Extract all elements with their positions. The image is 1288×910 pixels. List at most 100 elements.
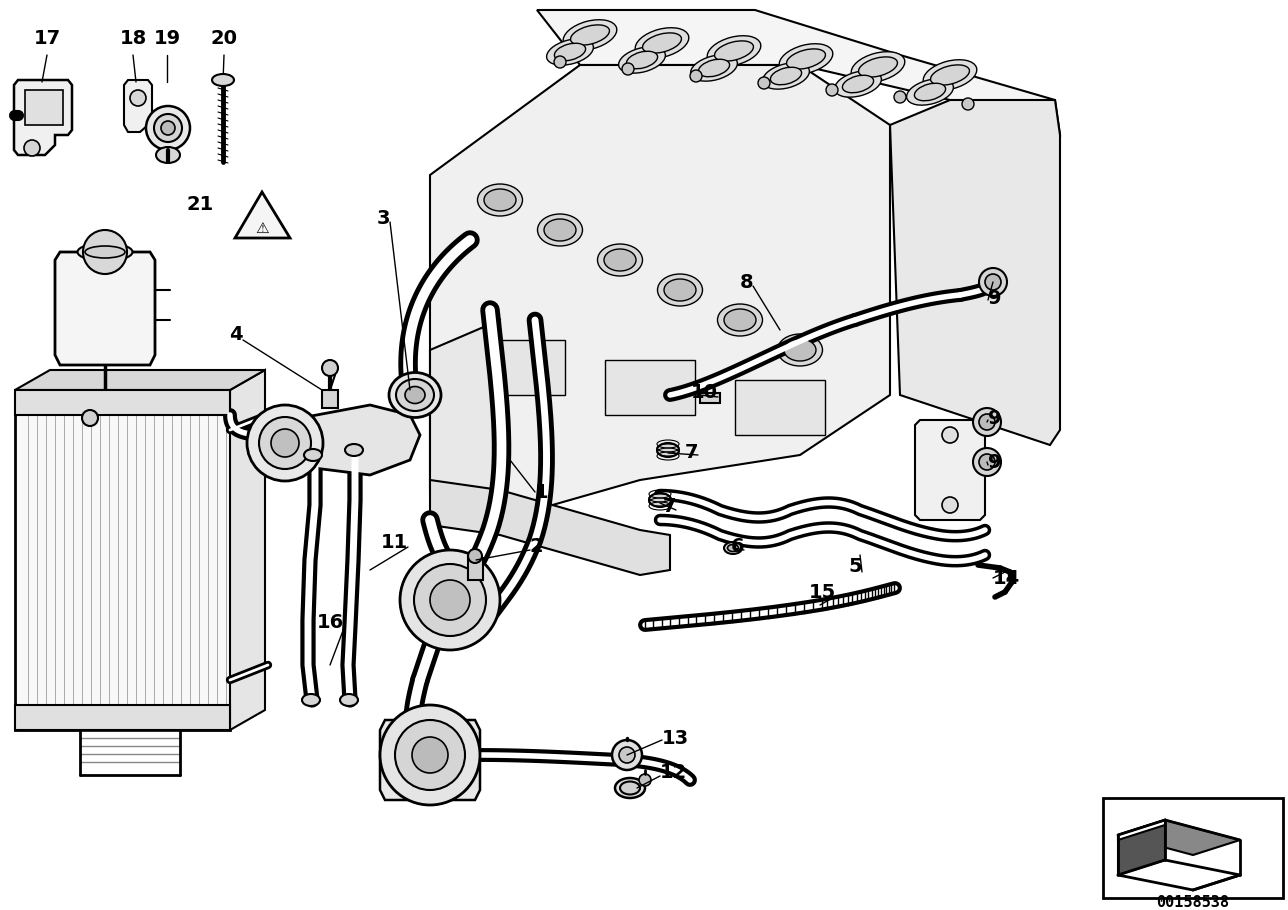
Circle shape xyxy=(985,274,1001,290)
Ellipse shape xyxy=(546,39,594,66)
Polygon shape xyxy=(430,480,670,575)
Text: 13: 13 xyxy=(662,729,689,747)
Text: 14: 14 xyxy=(993,569,1020,588)
Circle shape xyxy=(82,410,98,426)
Ellipse shape xyxy=(690,55,738,81)
Bar xyxy=(605,360,696,415)
Ellipse shape xyxy=(784,339,817,361)
Text: ⚠: ⚠ xyxy=(255,220,269,236)
Ellipse shape xyxy=(779,44,833,75)
Polygon shape xyxy=(890,100,1060,445)
Polygon shape xyxy=(914,420,985,520)
Ellipse shape xyxy=(614,778,645,798)
Ellipse shape xyxy=(598,244,643,276)
Polygon shape xyxy=(1118,820,1166,840)
Ellipse shape xyxy=(717,304,762,336)
Circle shape xyxy=(130,90,146,106)
Ellipse shape xyxy=(923,60,976,90)
Ellipse shape xyxy=(563,20,617,50)
Ellipse shape xyxy=(665,279,696,301)
Text: 7: 7 xyxy=(662,498,676,517)
Text: 5: 5 xyxy=(849,558,862,577)
Circle shape xyxy=(826,84,838,96)
Circle shape xyxy=(259,417,310,469)
Polygon shape xyxy=(430,320,500,510)
Ellipse shape xyxy=(395,379,434,411)
Ellipse shape xyxy=(620,782,640,794)
Ellipse shape xyxy=(707,35,761,66)
Text: 9: 9 xyxy=(988,453,1002,472)
Ellipse shape xyxy=(715,41,753,61)
Ellipse shape xyxy=(571,25,609,46)
Ellipse shape xyxy=(213,74,234,86)
Circle shape xyxy=(612,740,641,770)
Circle shape xyxy=(401,550,500,650)
Text: 3: 3 xyxy=(376,208,390,228)
Ellipse shape xyxy=(770,67,801,85)
Text: 00158538: 00158538 xyxy=(1157,895,1230,910)
Circle shape xyxy=(468,549,482,563)
Ellipse shape xyxy=(724,309,756,331)
Polygon shape xyxy=(380,720,480,800)
Ellipse shape xyxy=(657,443,679,457)
Ellipse shape xyxy=(643,33,681,53)
Circle shape xyxy=(942,497,958,513)
Text: 10: 10 xyxy=(690,383,717,402)
Circle shape xyxy=(979,268,1007,296)
Circle shape xyxy=(247,405,323,481)
Ellipse shape xyxy=(635,27,689,58)
Bar xyxy=(475,340,565,395)
Ellipse shape xyxy=(421,584,478,615)
Circle shape xyxy=(554,56,565,68)
Text: 6: 6 xyxy=(730,538,744,557)
Text: 7: 7 xyxy=(684,443,698,462)
Polygon shape xyxy=(14,80,72,155)
Ellipse shape xyxy=(389,372,440,418)
Circle shape xyxy=(270,429,299,457)
Polygon shape xyxy=(15,370,265,390)
Circle shape xyxy=(894,91,905,103)
Text: 1: 1 xyxy=(535,482,549,501)
Polygon shape xyxy=(15,705,231,730)
Circle shape xyxy=(972,448,1001,476)
Text: 20: 20 xyxy=(210,28,237,47)
Bar xyxy=(699,393,720,403)
Ellipse shape xyxy=(835,71,881,97)
Circle shape xyxy=(430,580,470,620)
Circle shape xyxy=(639,774,650,786)
Circle shape xyxy=(146,106,191,150)
Text: 18: 18 xyxy=(120,28,147,47)
Ellipse shape xyxy=(626,51,658,69)
Polygon shape xyxy=(15,390,231,730)
Circle shape xyxy=(979,414,996,430)
Ellipse shape xyxy=(604,249,636,271)
Text: 19: 19 xyxy=(153,28,180,47)
Ellipse shape xyxy=(85,246,125,258)
Ellipse shape xyxy=(698,59,729,76)
Text: 2: 2 xyxy=(529,538,544,557)
Text: 12: 12 xyxy=(659,763,688,783)
Ellipse shape xyxy=(762,63,809,89)
Ellipse shape xyxy=(301,694,319,706)
Ellipse shape xyxy=(537,214,582,246)
Ellipse shape xyxy=(340,694,358,706)
Ellipse shape xyxy=(554,44,586,61)
Polygon shape xyxy=(124,80,152,132)
Text: 8: 8 xyxy=(739,272,753,291)
Text: 9: 9 xyxy=(988,288,1002,308)
Bar xyxy=(322,390,337,408)
Polygon shape xyxy=(1118,820,1240,855)
Text: 16: 16 xyxy=(317,612,344,632)
Ellipse shape xyxy=(544,219,576,241)
Text: 4: 4 xyxy=(229,326,243,345)
Ellipse shape xyxy=(649,493,671,507)
Circle shape xyxy=(24,140,40,156)
Ellipse shape xyxy=(618,46,666,73)
Bar xyxy=(24,90,63,125)
Polygon shape xyxy=(1118,820,1166,875)
Ellipse shape xyxy=(851,52,904,82)
Circle shape xyxy=(620,747,635,763)
Ellipse shape xyxy=(478,184,523,216)
Polygon shape xyxy=(430,65,890,520)
Polygon shape xyxy=(15,390,231,415)
